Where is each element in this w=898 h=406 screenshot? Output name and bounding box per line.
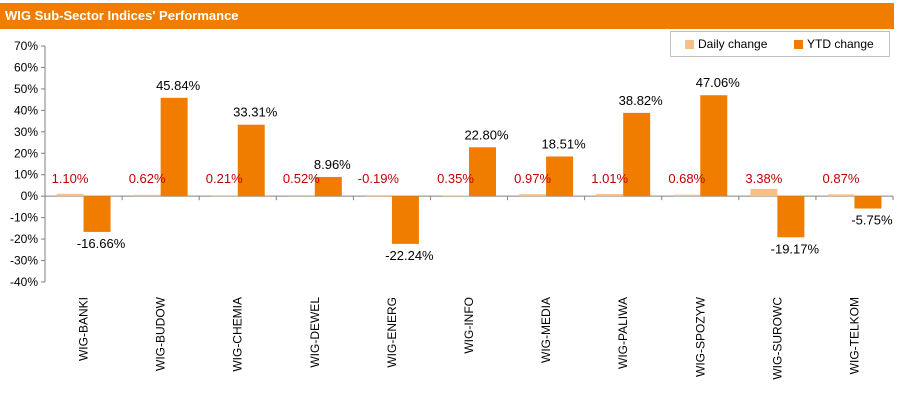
data-label-ytd: -22.24% (385, 248, 434, 263)
data-label-ytd: -5.75% (851, 213, 893, 228)
data-label-daily: -0.19% (358, 171, 400, 186)
x-category-label: WIG-PALIWA (616, 297, 630, 369)
bar-ytd (546, 156, 574, 197)
data-label-ytd: 47.06% (696, 75, 741, 90)
bar-ytd (469, 147, 496, 197)
y-tick-label: -20% (10, 232, 38, 246)
bar-ytd (777, 196, 805, 238)
bar-daily (750, 188, 778, 197)
bar-daily (519, 194, 547, 197)
y-tick-label: 20% (14, 146, 38, 160)
x-category-label: WIG-BANKI (77, 297, 91, 361)
y-tick-label: 30% (14, 125, 38, 139)
y-tick-label: -30% (10, 254, 38, 268)
x-category-label: WIG-CHEMIA (231, 297, 245, 372)
data-label-ytd: -16.66% (77, 236, 126, 251)
y-tick-label: 10% (14, 168, 38, 182)
legend-item-daily: Daily change (685, 37, 767, 51)
bar-ytd (314, 176, 342, 197)
legend-label-ytd: YTD change (807, 37, 874, 51)
legend-swatch-daily (685, 39, 694, 49)
chart-legend: Daily change YTD change (670, 31, 890, 57)
data-label-ytd: 8.96% (314, 157, 351, 172)
data-label-daily: 0.62% (129, 171, 166, 186)
y-tick-label: 60% (14, 60, 38, 74)
x-category-label: WIG-INFO (462, 297, 476, 354)
x-category-label: WIG-SPOZYW (693, 296, 707, 377)
bar-ytd (623, 112, 651, 197)
bar-ytd (83, 196, 111, 232)
y-tick-label: 40% (14, 103, 38, 117)
legend-item-ytd: YTD change (794, 37, 874, 51)
chart-title-bar: WIG Sub-Sector Indices' Performance (0, 3, 894, 29)
chart-title: WIG Sub-Sector Indices' Performance (5, 8, 239, 23)
y-tick-label: -10% (10, 211, 38, 225)
bar-ytd (160, 97, 188, 197)
data-label-daily: 3.38% (745, 171, 782, 186)
legend-swatch-ytd (794, 39, 803, 49)
data-label-daily: 1.01% (591, 171, 628, 186)
data-label-ytd: 22.80% (464, 127, 509, 142)
bar-ytd (700, 95, 728, 197)
data-label-daily: 0.21% (206, 171, 243, 186)
x-category-label: WIG-DEWEL (308, 297, 322, 368)
data-label-daily: 0.97% (514, 171, 551, 186)
bar-daily (133, 194, 161, 197)
bar-daily (442, 195, 469, 197)
data-label-daily: 0.87% (823, 171, 860, 186)
data-label-daily: 0.35% (437, 171, 474, 186)
data-label-ytd: 38.82% (619, 93, 664, 108)
bar-ytd (237, 124, 265, 197)
data-label-daily: 0.68% (668, 171, 705, 186)
x-category-label: WIG-ENERG (385, 297, 399, 368)
data-label-ytd: 45.84% (156, 78, 201, 93)
bar-ytd (854, 196, 882, 209)
bar-ytd (391, 196, 419, 244)
bar-daily (827, 194, 855, 197)
bar-daily (596, 194, 624, 197)
y-tick-label: 50% (14, 82, 38, 96)
x-category-label: WIG-SUROWC (770, 297, 784, 380)
legend-label-daily: Daily change (698, 37, 768, 51)
bar-daily (287, 195, 315, 197)
y-tick-label: -40% (10, 275, 38, 289)
x-category-label: WIG-BUDOW (154, 296, 168, 371)
data-label-daily: 1.10% (52, 171, 89, 186)
x-category-label: WIG-MEDIA (539, 297, 553, 363)
bar-daily (673, 194, 701, 197)
bar-daily (210, 195, 238, 197)
data-label-ytd: -19.17% (771, 241, 820, 256)
y-tick-label: 0% (21, 189, 39, 203)
bar-daily (56, 193, 84, 197)
data-label-daily: 0.52% (283, 171, 320, 186)
x-category-label: WIG-TELKOM (847, 297, 861, 374)
bar-daily (364, 196, 392, 197)
y-tick-label: 70% (14, 39, 38, 53)
data-label-ytd: 18.51% (542, 136, 587, 151)
data-label-ytd: 33.31% (233, 105, 278, 120)
